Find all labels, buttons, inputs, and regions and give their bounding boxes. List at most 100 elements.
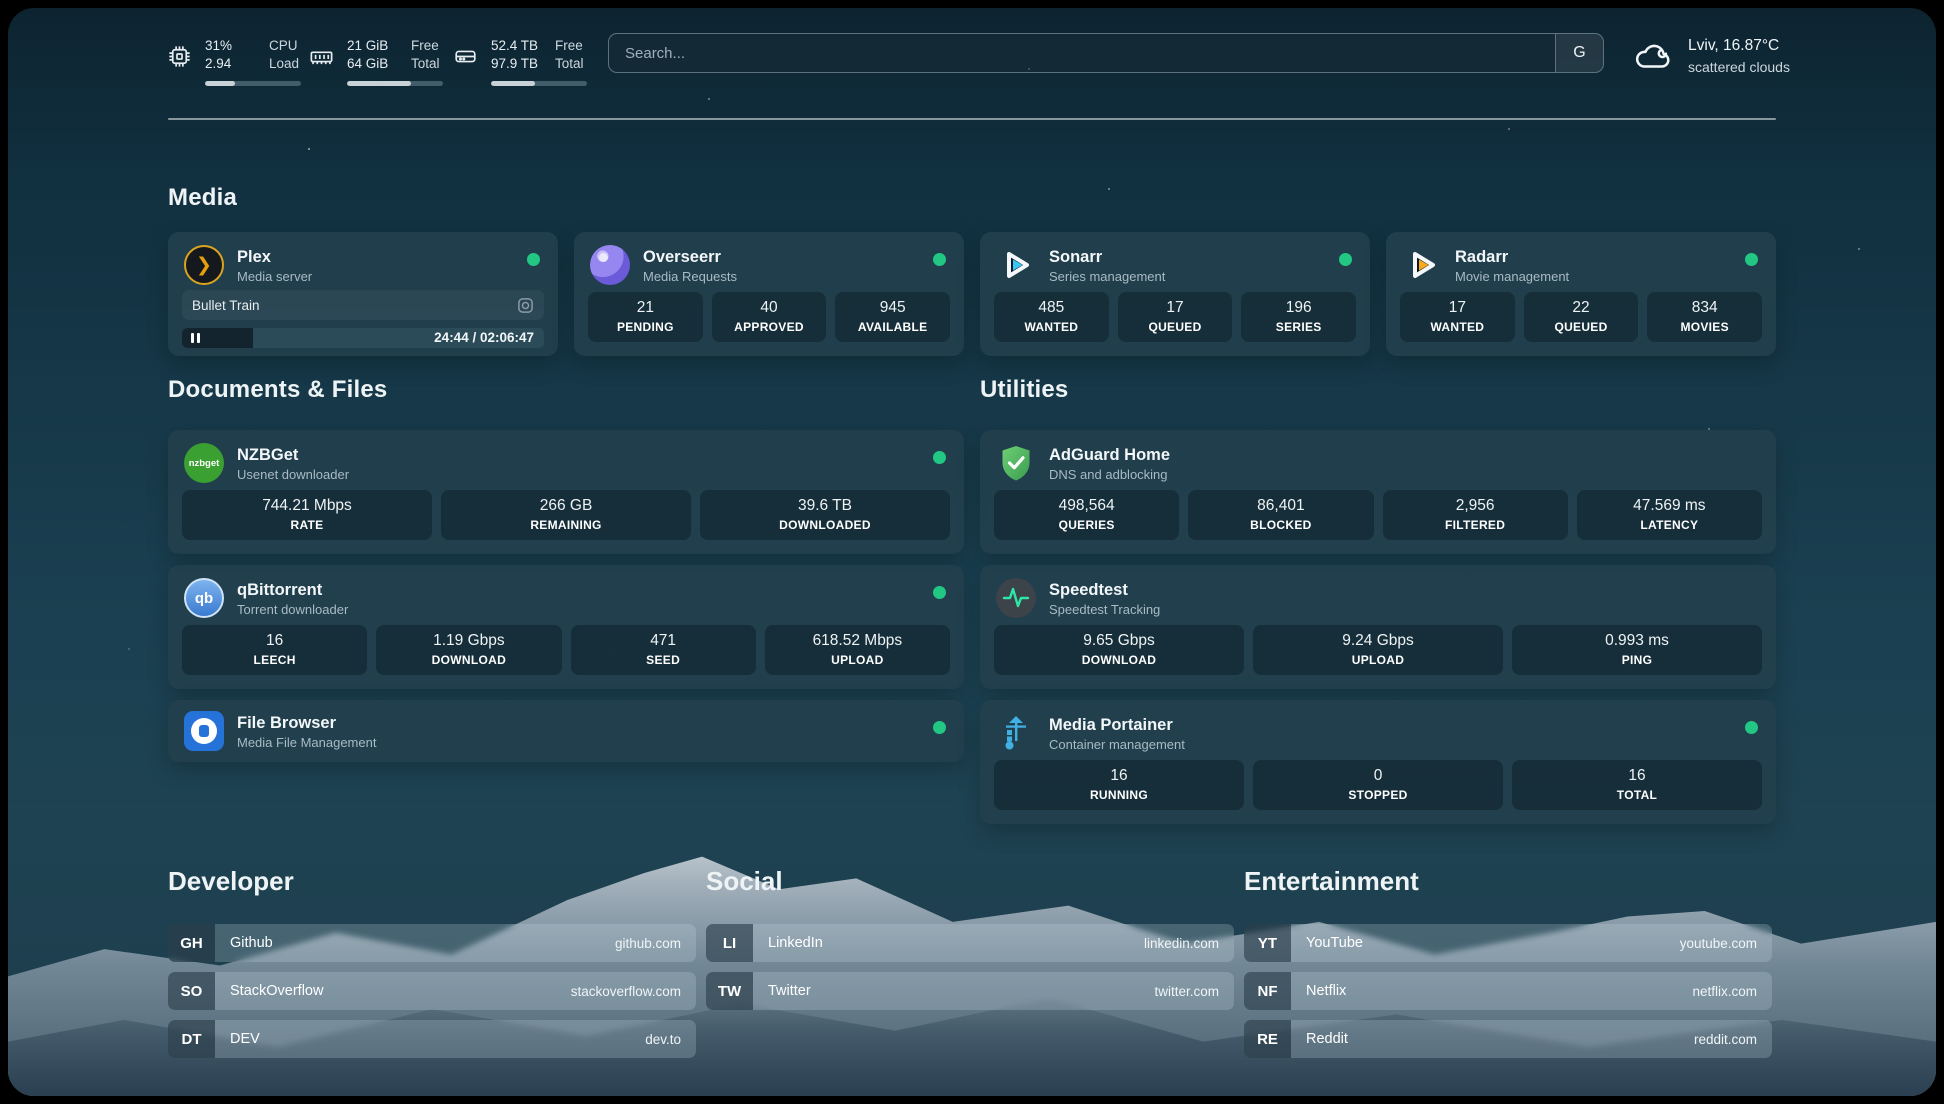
status-dot [933, 253, 946, 266]
app-name: Media Portainer [1049, 715, 1173, 734]
cloud-icon [1635, 44, 1670, 68]
status-dot [933, 586, 946, 599]
app-name: qBittorrent [237, 580, 323, 599]
bookmark-url: linkedin.com [1143, 935, 1219, 951]
bookmark-youtube[interactable]: YT YouTube youtube.com [1244, 924, 1772, 962]
app-name: Speedtest [1049, 580, 1128, 599]
memory-free: 21 GiB [347, 38, 389, 53]
playback-progress-bar[interactable]: 24:44 / 02:06:47 [182, 328, 544, 348]
status-dot [1745, 253, 1758, 266]
ram-icon [310, 51, 333, 65]
app-card-nzbget[interactable]: nzbget NZBGet Usenet downloader 744.21 M… [168, 430, 964, 554]
memory-progress [347, 81, 443, 86]
stat-box: 22 QUEUED [1523, 292, 1639, 342]
status-dot [527, 253, 540, 266]
section-title-social: Social [706, 866, 783, 896]
stat-box: 16 LEECH [182, 625, 368, 675]
stat-box: 744.21 Mbps RATE [182, 490, 432, 540]
now-playing-row: Bullet Train [182, 290, 544, 320]
app-card-adguard[interactable]: AdGuard Home DNS and adblocking 498,564 Q… [980, 430, 1776, 554]
nzbget-icon: nzbget [184, 443, 224, 483]
bookmark-url: twitter.com [1154, 983, 1219, 999]
bookmark-reddit[interactable]: RE Reddit reddit.com [1244, 1020, 1772, 1058]
bookmark-url: github.com [614, 935, 681, 951]
radarr-icon [1402, 245, 1442, 285]
bookmark-twitter[interactable]: TW Twitter twitter.com [706, 972, 1234, 1010]
app-card-plex[interactable]: ❯ Plex Media server Bullet Train 24:44 /… [168, 232, 558, 356]
session-icon [518, 297, 533, 313]
status-dot [933, 721, 946, 734]
app-name: Radarr [1455, 247, 1509, 266]
portainer-icon [996, 713, 1036, 753]
bookmark-abbr: GH [168, 924, 215, 962]
app-desc: Container management [1049, 736, 1185, 752]
disk-total: 97.9 TB [491, 56, 539, 71]
memory-label-2: Total [411, 56, 440, 71]
stat-box: 471 SEED [570, 625, 756, 675]
bookmark-abbr: NF [1244, 972, 1291, 1010]
qbittorrent-icon: qb [184, 578, 224, 618]
bookmark-stackoverflow[interactable]: SO StackOverflow stackoverflow.com [168, 972, 696, 1010]
weather-widget[interactable]: Lviv, 16.87°C scattered clouds [1632, 34, 1790, 78]
bookmark-name: Reddit [1306, 1031, 1348, 1047]
cpu-label-2: Load [269, 56, 300, 71]
memory-stat: 21 GiB 64 GiB Free Total [308, 38, 440, 71]
stat-box: 86,401 BLOCKED [1188, 490, 1374, 540]
bookmark-github[interactable]: GH Github github.com [168, 924, 696, 962]
bookmark-name: LinkedIn [768, 935, 823, 951]
stat-box: 0 STOPPED [1253, 760, 1503, 810]
app-name: Overseerr [643, 247, 721, 266]
bookmark-name: Netflix [1306, 983, 1347, 999]
bookmark-url: youtube.com [1679, 935, 1757, 951]
app-card-radarr[interactable]: Radarr Movie management 17 WANTED 22 QUEUE… [1386, 232, 1776, 356]
dashboard: 31% 2.94 CPU Load 21 GiB 64 GiB Free Tot… [8, 8, 1936, 1096]
search-engine-button[interactable]: G [1555, 34, 1603, 72]
stat-box: 21 PENDING [588, 292, 703, 342]
search-input[interactable] [609, 34, 1555, 72]
cpu-icon [169, 46, 190, 67]
section-title-documents: Documents & Files [168, 376, 388, 403]
bookmark-url: dev.to [645, 1031, 681, 1047]
stat-box: 2,956 FILTERED [1382, 490, 1568, 540]
app-desc: Movie management [1455, 268, 1570, 284]
stat-box: 9.24 Gbps UPLOAD [1253, 625, 1503, 675]
disk-stat: 52.4 TB 97.9 TB Free Total [452, 38, 584, 71]
bookmark-abbr: DT [168, 1020, 215, 1058]
app-name: File Browser [237, 713, 337, 732]
app-card-qbittorrent[interactable]: qb qBittorrent Torrent downloader 16 LEEC… [168, 565, 964, 689]
stat-box: 0.993 ms PING [1512, 625, 1762, 675]
stat-box: 196 SERIES [1241, 292, 1357, 342]
bookmark-abbr: RE [1244, 1020, 1291, 1058]
bookmark-dev[interactable]: DT DEV dev.to [168, 1020, 696, 1058]
app-desc: Torrent downloader [237, 601, 349, 617]
plex-icon: ❯ [184, 245, 224, 285]
bookmark-abbr: YT [1244, 924, 1291, 962]
bookmark-netflix[interactable]: NF Netflix netflix.com [1244, 972, 1772, 1010]
bookmark-linkedin[interactable]: LI LinkedIn linkedin.com [706, 924, 1234, 962]
app-desc: DNS and adblocking [1049, 466, 1168, 482]
app-card-overseerr[interactable]: Overseerr Media Requests 21 PENDING 40 APP… [574, 232, 964, 356]
bookmark-url: netflix.com [1692, 983, 1757, 999]
stat-box: 17 QUEUED [1117, 292, 1233, 342]
disk-free: 52.4 TB [491, 38, 539, 53]
filebrowser-icon [184, 711, 224, 751]
cpu-load: 2.94 [205, 56, 232, 71]
adguard-icon [996, 443, 1036, 483]
stat-box: 40 APPROVED [711, 292, 827, 342]
app-card-portainer[interactable]: Media Portainer Container management 16 R… [980, 700, 1776, 824]
sky-stars [8, 8, 10, 10]
app-card-filebrowser[interactable]: File Browser Media File Management [168, 700, 964, 762]
stat-box: 485 WANTED [994, 292, 1109, 342]
sonarr-icon [996, 245, 1036, 285]
app-card-speedtest[interactable]: Speedtest Speedtest Tracking 9.65 Gbps DO… [980, 565, 1776, 689]
app-card-sonarr[interactable]: Sonarr Series management 485 WANTED 17 QUE… [980, 232, 1370, 356]
bookmark-abbr: TW [706, 972, 753, 1010]
stat-box: 834 MOVIES [1647, 292, 1763, 342]
stat-box: 9.65 Gbps DOWNLOAD [994, 625, 1244, 675]
speedtest-icon [996, 578, 1036, 618]
pause-icon[interactable] [191, 333, 200, 343]
memory-label-1: Free [411, 38, 439, 53]
section-title-media: Media [168, 184, 238, 211]
cpu-stat: 31% 2.94 CPU Load [166, 38, 299, 71]
bookmark-url: stackoverflow.com [570, 983, 681, 999]
